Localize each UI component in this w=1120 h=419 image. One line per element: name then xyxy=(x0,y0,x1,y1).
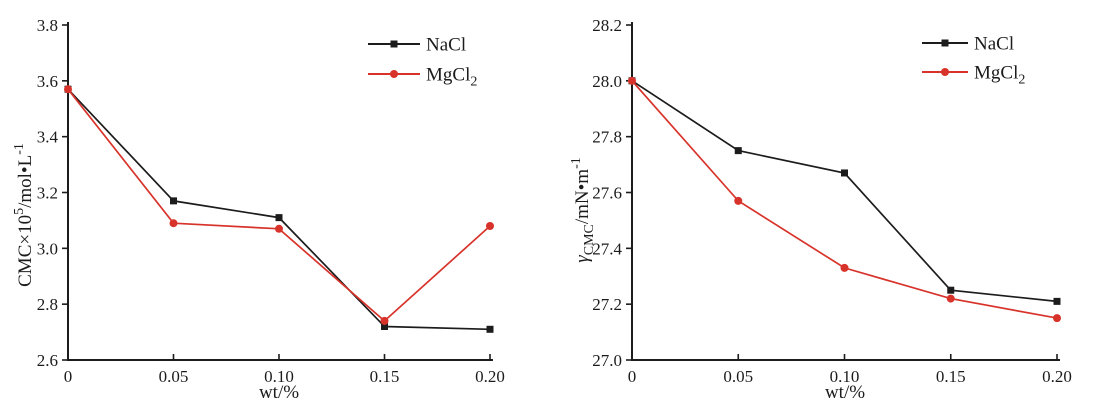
mgcl2-marker xyxy=(1053,314,1061,323)
x-tick-label: 0.15 xyxy=(370,367,400,386)
cmc-chart-figure: 2.6 2.8 3.0 3.2 3.4 3.6 3.8 0 0.05 0.10 0.15 0.20 wt… xyxy=(12,16,505,403)
y-tick-label: 3.0 xyxy=(37,239,58,258)
mgcl2-marker xyxy=(275,224,283,233)
x-tick-label: 0 xyxy=(64,367,73,386)
nacl-marker xyxy=(841,169,848,177)
legend-label-nacl: NaCl xyxy=(426,35,466,56)
x-tick-label: 0.20 xyxy=(1042,367,1072,386)
y-tick-label: 27.4 xyxy=(592,239,622,258)
x-axis-label: wt/% xyxy=(259,382,299,403)
legend-marker-nacl xyxy=(941,39,949,47)
y-tick-label: 3.4 xyxy=(37,128,59,147)
legend-label-mgcl2: MgCl2 xyxy=(426,65,477,90)
mgcl2-marker xyxy=(946,294,955,303)
nacl-marker xyxy=(170,197,177,205)
mgcl2-marker xyxy=(486,222,494,230)
mgcl2-marker xyxy=(64,85,72,94)
mgcl2-marker xyxy=(169,219,178,228)
nacl-line xyxy=(67,88,491,331)
y-axis-label: CMC×105/mol•L-1 xyxy=(12,143,36,287)
mgcl2-line xyxy=(67,88,491,323)
y-tick-label: 3.6 xyxy=(37,72,58,91)
x-tick-label: 0.10 xyxy=(830,367,860,386)
nacl-marker xyxy=(381,323,388,330)
x-tick-label: 0.05 xyxy=(723,367,753,386)
mgcl2-marker xyxy=(840,263,849,272)
legend-item-nacl: NaCl xyxy=(368,35,466,56)
x-tick-label: 0.20 xyxy=(475,367,505,386)
legend-marker-nacl xyxy=(390,40,398,48)
x-tick-label: 0 xyxy=(628,367,637,386)
legend-item-mgcl2: MgCl2 xyxy=(368,65,477,90)
x-tick-label: 0.10 xyxy=(264,367,294,386)
y-tick-label: 2.6 xyxy=(37,351,58,370)
mgcl2-marker xyxy=(628,76,636,85)
y-axis-label: γCMC/mN•m-1 xyxy=(569,157,597,263)
cmc-vs-salt-concentration-chart: 2.6 2.8 3.0 3.2 3.4 3.6 3.8 0 0.05 0.10 0.15 0.20 wt… xyxy=(12,16,505,403)
nacl-marker xyxy=(1053,297,1061,305)
y-tick-label: 27.2 xyxy=(592,295,622,314)
x-tick-label: 0.15 xyxy=(936,367,966,386)
mgcl2-line xyxy=(631,80,1058,319)
y-tick-label: 28.0 xyxy=(592,72,622,91)
mgcl2-marker xyxy=(380,316,389,325)
legend-label-nacl: NaCl xyxy=(974,34,1014,55)
legend-marker-mgcl2 xyxy=(390,70,398,78)
x-axis-label: wt/% xyxy=(825,382,865,403)
surface-tension-chart-figure: 27.0 27.2 27.4 27.6 27.8 28.0 28.2 0 0.05 0.10 0.1… xyxy=(560,0,1120,419)
y-tick-label: 27.0 xyxy=(592,351,622,370)
nacl-marker xyxy=(486,325,494,333)
legend-item-mgcl2: MgCl2 xyxy=(922,63,1025,88)
legend-label-mgcl2: MgCl2 xyxy=(974,63,1025,88)
x-tick-label: 0.05 xyxy=(159,367,189,386)
mgcl2-marker xyxy=(734,196,743,205)
nacl-marker xyxy=(275,214,283,222)
gamma-cmc-vs-salt-concentration-chart: 27.0 27.2 27.4 27.6 27.8 28.0 28.2 0 0.05 0.10 0.1… xyxy=(569,16,1072,403)
y-tick-label: 3.2 xyxy=(37,184,58,203)
y-tick-label: 27.8 xyxy=(592,128,622,147)
y-tick-label: 2.8 xyxy=(37,295,58,314)
nacl-marker xyxy=(947,286,955,294)
nacl-marker xyxy=(734,147,742,155)
y-tick-label: 3.8 xyxy=(37,16,58,35)
legend-marker-mgcl2 xyxy=(941,68,949,76)
y-tick-label: 28.2 xyxy=(592,16,622,35)
legend-item-nacl: NaCl xyxy=(922,34,1014,55)
y-tick-label: 27.6 xyxy=(592,184,622,203)
